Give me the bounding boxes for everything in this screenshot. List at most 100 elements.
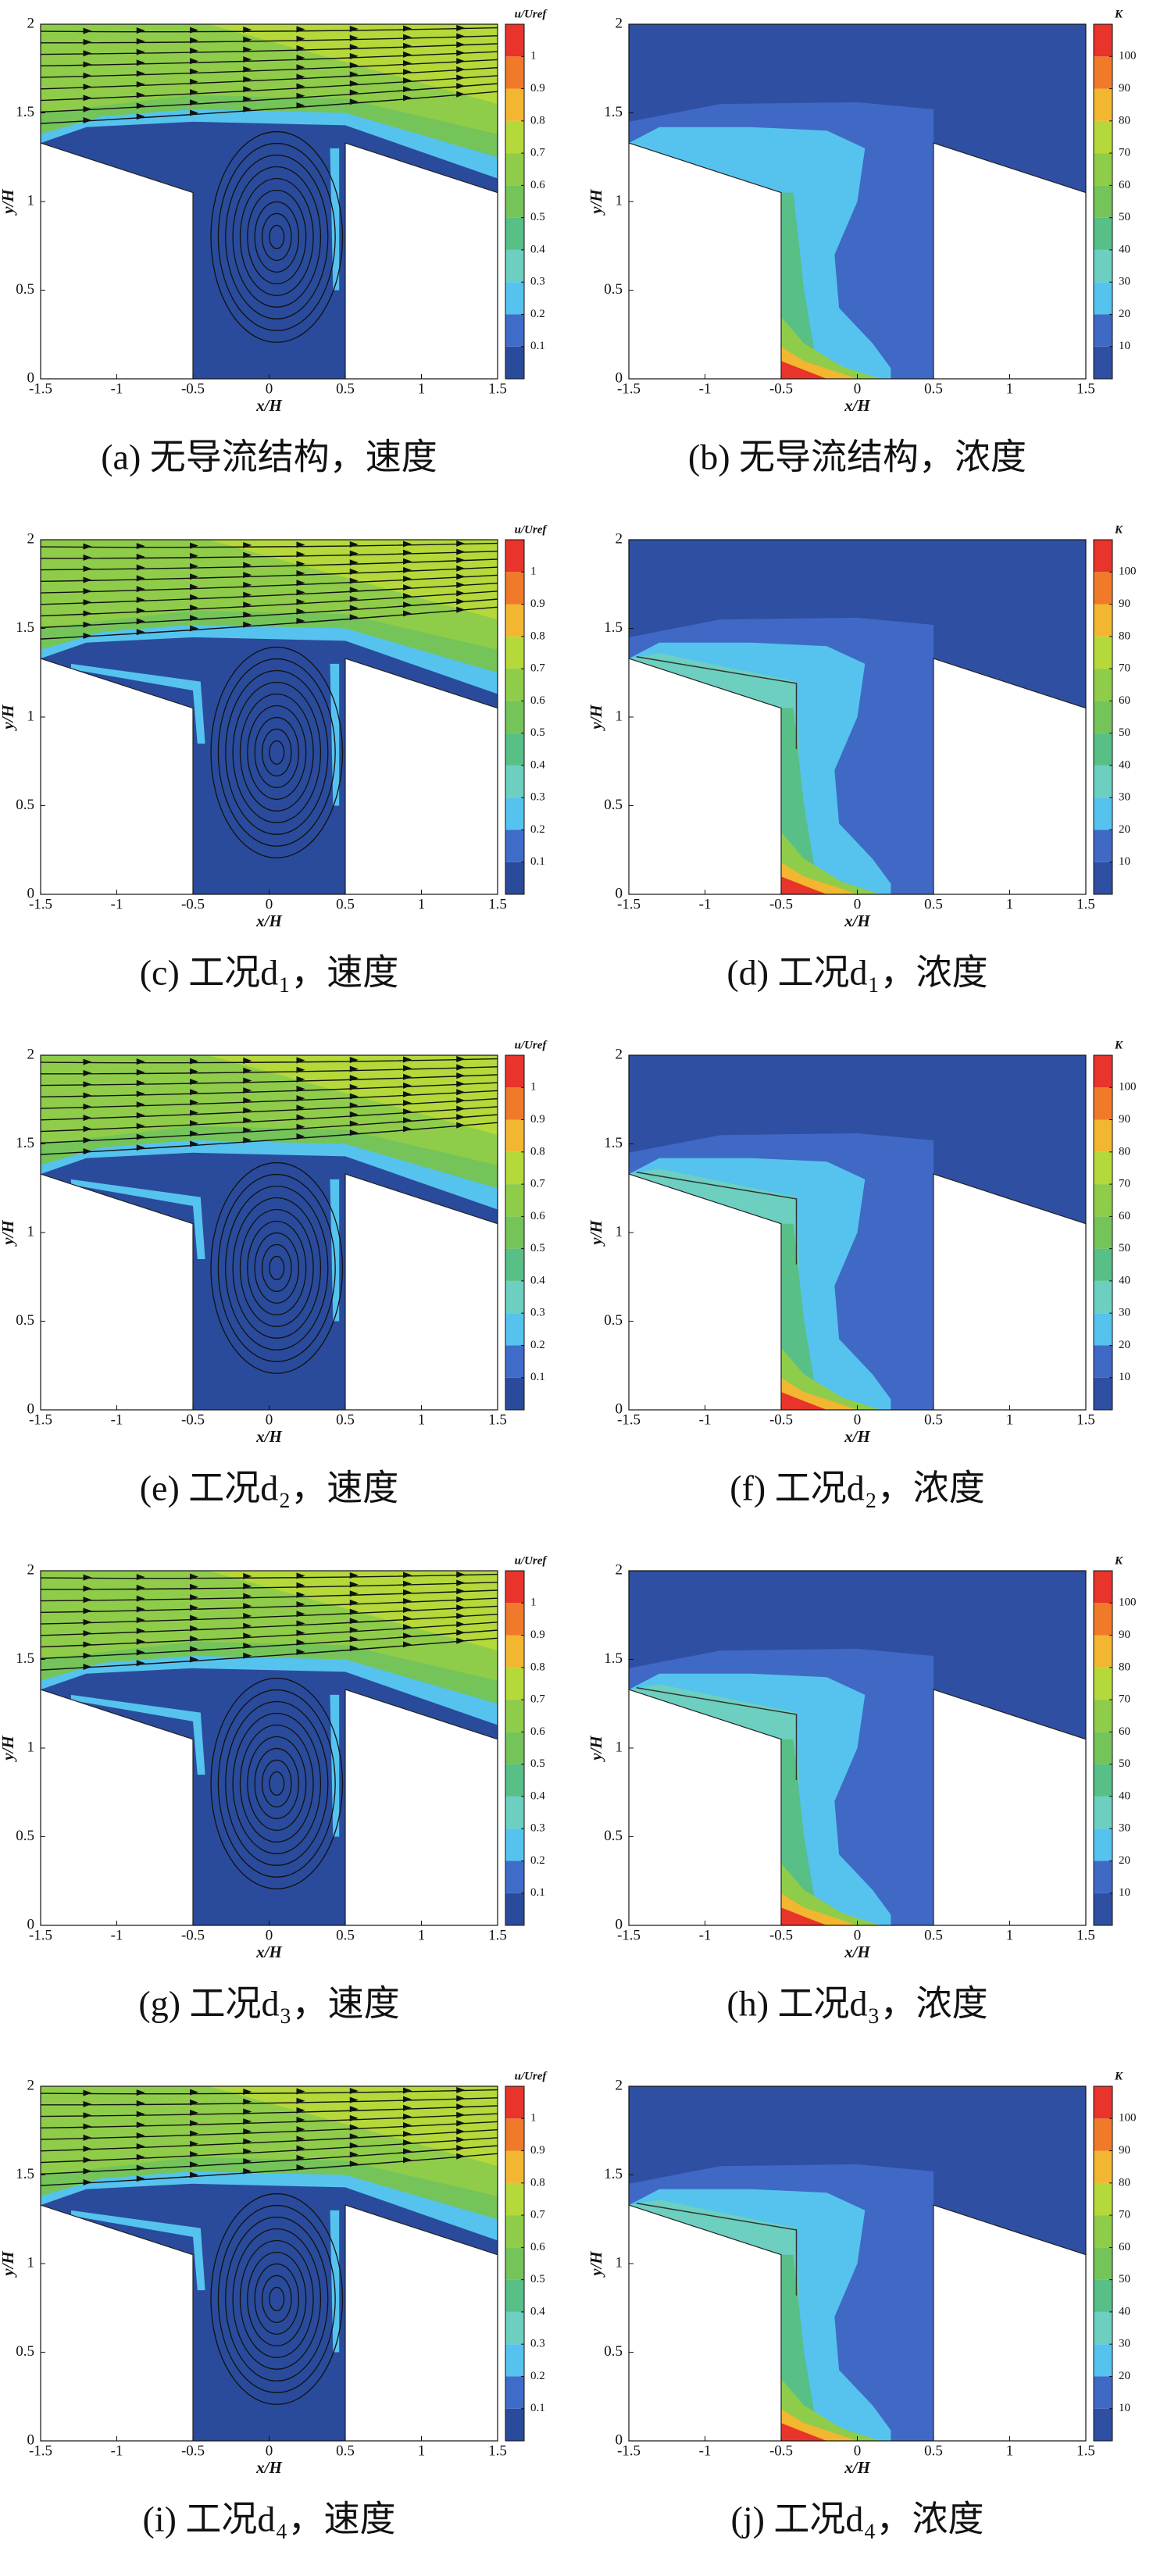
streamline-arrow [190,615,198,622]
streamline-arrow [136,2164,145,2171]
streamline [239,1208,314,1327]
colorbar-tick-label: 0.4 [530,2305,545,2317]
streamline-arrow [136,2100,145,2107]
streamline-arrow [349,1618,359,1625]
x-tick-label: 1.5 [1076,896,1095,912]
streamline-arrow [349,605,359,612]
streamline-arrow [83,554,92,561]
colorbar-tick-label: 30 [1119,1822,1130,1835]
contour-region [345,1174,498,1410]
streamline-arrow [190,1058,198,1065]
caption: (d) 工况d₁，浓度 [726,953,987,993]
contour-region [41,637,498,894]
streamline-arrow [83,2179,92,2186]
streamline-arrow [190,2110,198,2117]
colorbar-tick-label: 100 [1119,1597,1137,1609]
colorbar-tick-label: 30 [1119,1307,1130,1319]
streamline-arrow [403,1580,412,1587]
colorbar-tick-label: 0.5 [530,1757,545,1770]
x-tick-label: -0.5 [769,896,793,912]
x-tick-label: 0 [266,896,273,912]
streamline-arrow [136,1595,145,1602]
streamline [225,669,329,835]
streamline-arrow [296,1648,305,1655]
streamline-arrow [243,2167,252,2175]
streamline-arrow [243,2108,252,2115]
colorbar-band [1094,1151,1112,1185]
streamline-arrow [456,565,466,572]
colorbar-tick-label: 0.4 [530,758,545,771]
streamline-arrow [190,1636,198,1643]
colorbar-frame [1093,23,1113,380]
y-tick-label: 2 [27,2077,35,2093]
streamline-arrow [83,566,92,573]
streamline-arrow [136,59,145,66]
streamline-arrow [190,1646,198,1653]
colorbar-tick-label: 1 [530,1597,537,1609]
streamline-arrow [349,595,359,602]
streamline-arrow [243,1652,252,1659]
streamline-arrow [83,1092,92,1099]
y-tick-label: 1.5 [16,1650,34,1667]
streamline-arrow [296,1095,305,1102]
colorbar-band [1094,1313,1112,1346]
baffle [636,1687,798,1780]
streamline-arrow [403,1572,412,1579]
streamline [41,1622,498,1648]
colorbar-tick-label: 0.9 [530,1629,545,1641]
streamline-arrow [243,1127,252,1134]
colorbar-tick-label: 30 [1119,276,1130,288]
streamline-arrow [456,581,466,588]
colorbar-tick-label: 0.8 [530,630,545,642]
colorbar-band [505,2150,524,2183]
y-tick-label: 1 [616,192,623,209]
colorbar-band [1094,2150,1112,2183]
streamline [232,2228,322,2370]
streamline-arrow [403,51,412,58]
y-tick-label: 0.5 [16,1312,34,1329]
colorbar-band [1094,1345,1112,1378]
streamline [41,83,498,113]
contour-region [41,1152,498,1410]
colorbar-band [1094,1764,1112,1796]
x-tick-label: 1 [1006,1411,1014,1428]
streamline-arrow [349,71,359,78]
x-tick-label: -0.5 [181,1411,205,1428]
streamline-arrow [456,2120,466,2127]
colorbar-band [505,540,524,573]
colorbar-frame [1093,1054,1113,1411]
streamline-arrow [403,69,412,76]
streamline-arrow [296,2126,305,2133]
panel: -1.5 -1 -0.5 0 0.5 1 1.5 0 0.5 1 1.5 2 x/H y/H 10 20 30 4… [587,2070,1137,2539]
streamline-arrow [136,102,145,109]
colorbar-band [505,1732,524,1764]
streamline-arrow [349,1093,359,1100]
colorbar-band [505,314,524,347]
colorbar-band [505,1184,524,1217]
colorbar-band [505,1893,524,1925]
contour-region [933,1174,1086,1410]
colorbar-band [505,2118,524,2151]
streamline [41,1589,498,1602]
colorbar-title: K [1114,1554,1123,1567]
colorbar-tick-label: 20 [1119,2370,1130,2382]
contour-region [208,1571,498,1651]
streamline-arrow [403,584,412,591]
streamline-arrow [403,59,412,66]
streamline-arrow [349,559,359,566]
colorbar-tick-label: 10 [1119,340,1130,352]
colorbar-tick-label: 0.5 [530,1242,545,1254]
streamline-arrow [403,2104,412,2111]
streamline-arrow [296,2117,305,2124]
streamline-arrow [136,629,145,636]
contour-region [781,1392,827,1410]
streamline [41,51,498,67]
streamline [261,1759,292,1808]
x-tick-label: -0.5 [769,1411,793,1428]
streamline-arrow [190,2099,198,2106]
colorbar-band [505,120,524,154]
colorbar-band [505,346,524,379]
streamline-arrow [136,1079,145,1086]
colorbar-band [505,1700,524,1732]
colorbar-tick-label: 0.3 [530,1822,545,1835]
